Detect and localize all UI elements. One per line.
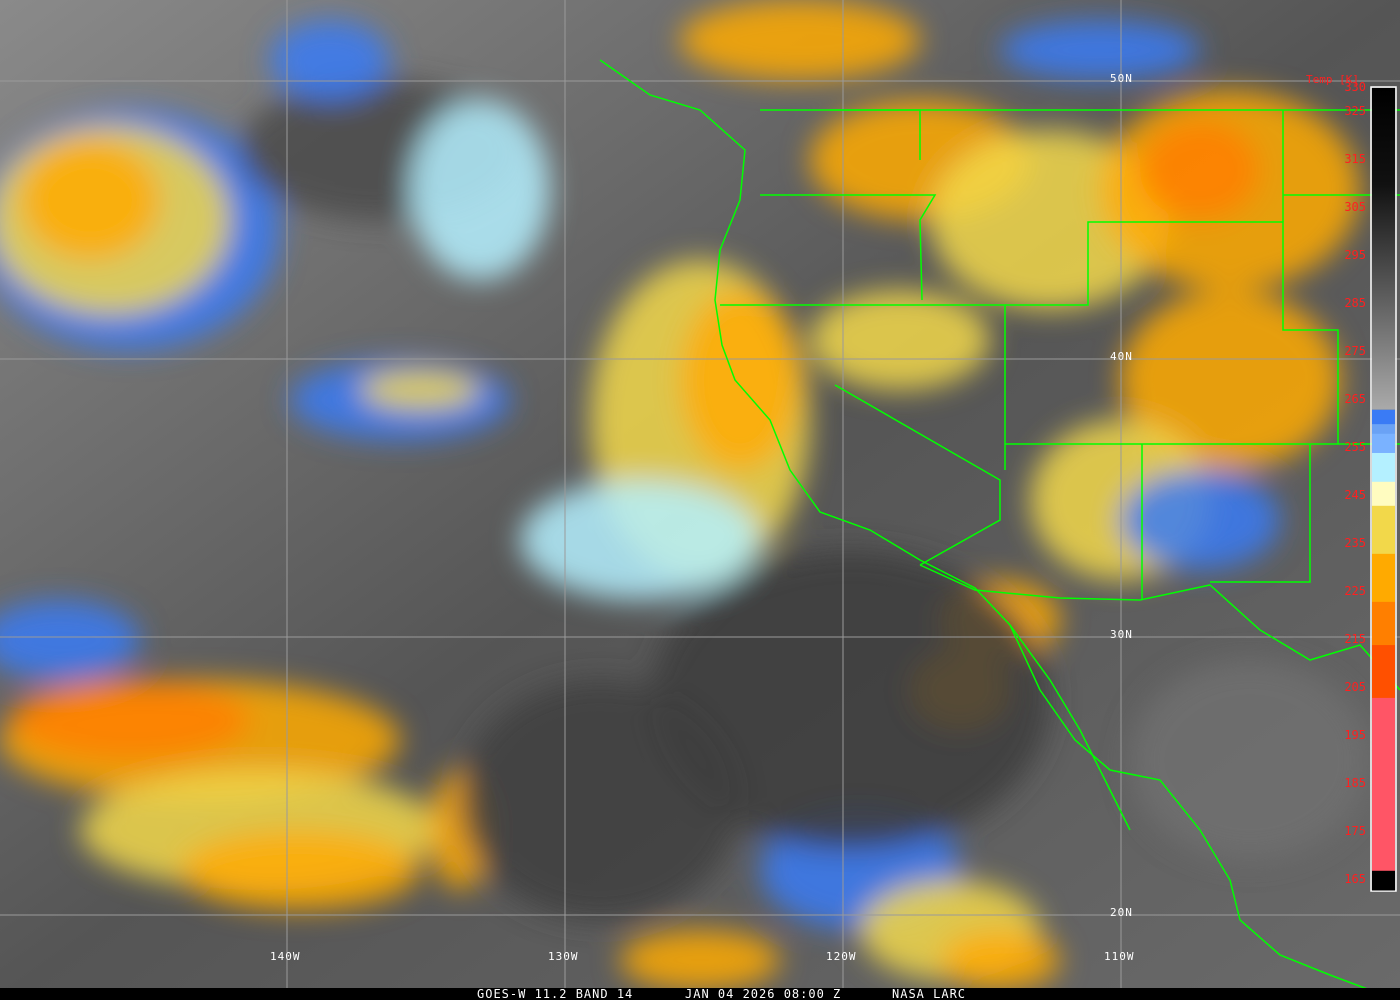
colorbar-tick-label: 165 <box>1344 872 1366 887</box>
colorbar-tick-label: 295 <box>1344 248 1366 263</box>
colorbar-tick-label: 275 <box>1344 344 1366 359</box>
colorbar-band <box>1372 645 1395 699</box>
us-mexico-border <box>919 564 1400 691</box>
latitude-label: 50N <box>1110 72 1133 85</box>
cloud-region <box>10 680 250 760</box>
cloud-region <box>270 20 390 100</box>
latitude-label: 30N <box>1110 628 1133 641</box>
colorbar-band <box>1372 481 1395 507</box>
cloud-region <box>810 290 990 390</box>
colorbar-tick-label: 255 <box>1344 440 1366 455</box>
cloud-region <box>20 140 160 260</box>
colorbar-tick-label: 315 <box>1344 152 1366 167</box>
colorbar-tick-label: 225 <box>1344 584 1366 599</box>
colorbar-band <box>1372 452 1395 483</box>
latitude-label: 40N <box>1110 350 1133 363</box>
colorbar-band <box>1372 409 1395 425</box>
cloud-region <box>650 550 1050 850</box>
colorbar-tick-label: 215 <box>1344 632 1366 647</box>
colorbar-tick-label: 265 <box>1344 392 1366 407</box>
colorbar-tick-label: 195 <box>1344 728 1366 743</box>
state-border <box>834 384 1001 566</box>
longitude-label: 130W <box>548 950 579 963</box>
colorbar-band <box>1372 601 1395 646</box>
image-caption: GOES-W 11.2 BAND 14 JAN 04 2026 08:00 Z … <box>0 988 1400 1000</box>
colorbar-tick-label: 185 <box>1344 776 1366 791</box>
colorbar-tick-label: 175 <box>1344 824 1366 839</box>
cloud-region <box>180 830 420 910</box>
colorbar-tick-label: 235 <box>1344 536 1366 551</box>
colorbar-band <box>1372 870 1395 891</box>
credit: NASA LARC <box>892 987 967 1000</box>
cloud-region <box>1000 20 1200 80</box>
cloud-region <box>360 370 480 410</box>
colorbar-band <box>1372 424 1395 435</box>
cloud-region <box>0 600 140 680</box>
longitude-label: 120W <box>826 950 857 963</box>
cloud-region <box>410 100 550 280</box>
political-borders <box>599 59 1400 991</box>
state-border <box>760 194 937 301</box>
colorbar-band <box>1372 697 1395 872</box>
longitude-label: 140W <box>270 950 301 963</box>
cloud-region <box>680 0 920 80</box>
colorbar-band <box>1372 505 1395 555</box>
cloud-region <box>1130 660 1370 860</box>
colorbar-tick-label: 325 <box>1344 104 1366 118</box>
latitude-label: 20N <box>1110 906 1133 919</box>
colorbar-tick-label: 305 <box>1344 200 1366 215</box>
timestamp: JAN 04 2026 08:00 Z <box>685 987 842 1000</box>
cloud-region <box>1140 120 1260 220</box>
colorbar-band <box>1372 433 1395 454</box>
satellite-band-label: GOES-W 11.2 BAND 14 <box>477 987 634 1000</box>
state-border <box>830 109 921 160</box>
colorbar-title: Temp [K] <box>1306 73 1359 86</box>
longitude-label: 110W <box>1104 950 1135 963</box>
colorbar-tick-label: 245 <box>1344 488 1366 503</box>
cloud-region <box>460 680 740 920</box>
temperature-colorbar <box>1370 86 1397 892</box>
colorbar-tick-label: 330 <box>1344 80 1366 94</box>
colorbar-tick-label: 205 <box>1344 680 1366 695</box>
coastline-mexico <box>1009 624 1371 991</box>
cloud-region <box>680 290 800 470</box>
colorbar-band <box>1372 553 1395 603</box>
cloud-region <box>1120 470 1280 570</box>
cloud-region <box>1120 290 1340 470</box>
colorbar-tick-label: 285 <box>1344 296 1366 311</box>
cloud-masses <box>0 0 1370 990</box>
state-border <box>1210 444 1311 583</box>
coastline-west <box>599 59 1131 831</box>
cloud-region <box>520 480 760 600</box>
cloud-region <box>940 930 1060 990</box>
cloud-region <box>620 930 780 990</box>
